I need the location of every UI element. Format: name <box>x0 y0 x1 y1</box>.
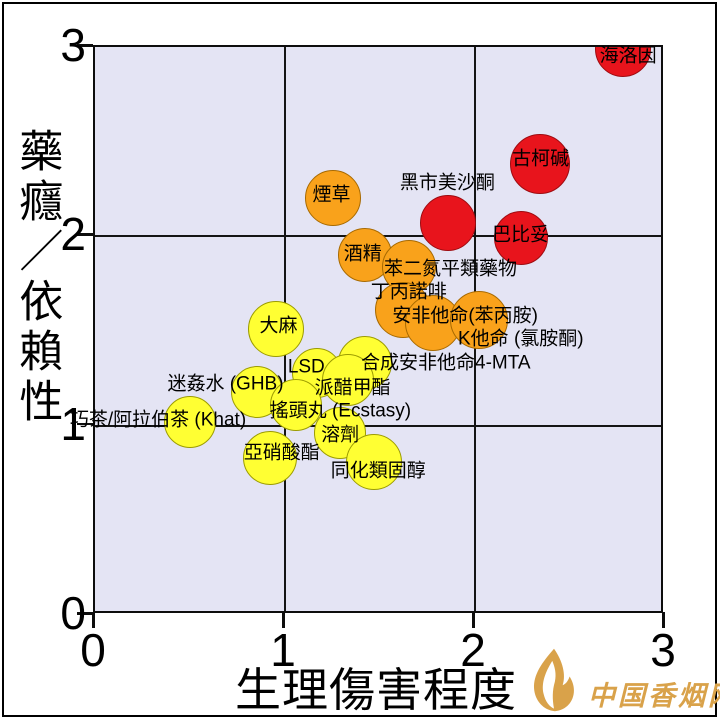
y-tick-mark <box>77 612 93 615</box>
watermark: 中国香烟网 <box>528 646 720 714</box>
x-tick-label: 1 <box>270 624 296 676</box>
scatter-point <box>595 47 652 77</box>
x-tick-label: 3 <box>650 624 676 676</box>
y-axis-title: 藥癮／依賴性 <box>12 128 62 428</box>
x-tick-mark <box>282 612 285 628</box>
scatter-point <box>304 170 361 227</box>
points-layer <box>95 47 661 611</box>
y-tick-label: 0 <box>60 587 86 639</box>
plot-area <box>93 45 663 613</box>
y-tick-label: 1 <box>60 397 86 450</box>
x-tick-label: 0 <box>80 624 106 676</box>
scatter-point <box>509 134 570 195</box>
leaf-flame-icon <box>534 648 574 712</box>
plot-background <box>95 47 661 611</box>
scatter-point <box>420 195 477 252</box>
y-tick-mark <box>77 44 93 47</box>
y-tick-mark <box>77 233 93 236</box>
x-tick-mark <box>92 612 95 628</box>
scatter-point <box>449 290 508 349</box>
scatter-point <box>493 211 548 266</box>
y-tick-mark <box>77 422 93 426</box>
scatter-point <box>346 433 403 490</box>
scatter-point <box>164 395 216 448</box>
scatter-point <box>321 354 374 407</box>
y-tick-label: 3 <box>60 19 86 71</box>
x-tick-mark <box>662 612 665 628</box>
gridline-horizontal <box>95 424 661 427</box>
x-tick-label: 2 <box>460 624 486 676</box>
scatter-point <box>242 430 297 485</box>
x-axis-title: 生理傷害程度 <box>235 664 517 716</box>
x-tick-mark <box>472 612 475 628</box>
scatter-point <box>270 378 323 431</box>
scatter-point <box>247 301 304 358</box>
y-tick-label: 2 <box>60 208 86 261</box>
watermark-text: 中国香烟网 <box>588 680 720 711</box>
